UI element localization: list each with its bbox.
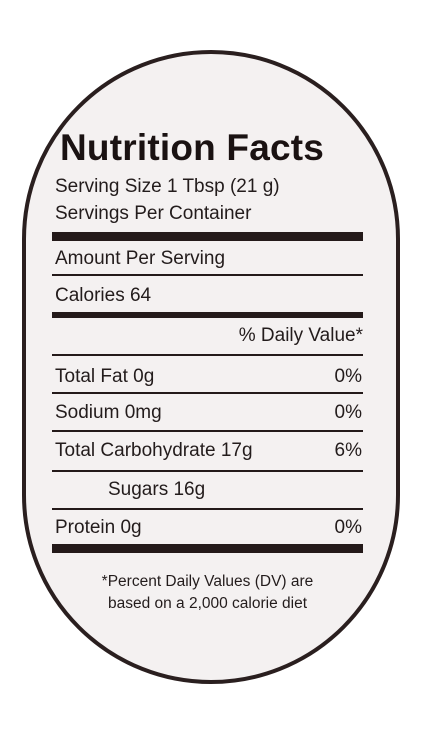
rule-medium [52, 312, 363, 318]
nutrient-row-protein: Protein 0g 0% [54, 515, 362, 541]
nutrient-daily-value: 6% [334, 440, 362, 461]
nutrient-name: Total Carbohydrate 17g [55, 440, 253, 461]
nutrient-daily-value: 0% [334, 366, 362, 387]
rule-thin [52, 274, 363, 276]
rule-thin [52, 430, 363, 432]
footnote-line-1: *Percent Daily Values (DV) are [101, 573, 314, 590]
nutrient-row-total-carbohydrate: Total Carbohydrate 17g 6% [54, 438, 362, 464]
nutrient-name: Sodium 0mg [55, 402, 162, 423]
rule-thin [52, 508, 363, 510]
footnote-line-2: based on a 2,000 calorie diet [107, 595, 308, 612]
amount-per-serving: Amount Per Serving [55, 248, 226, 269]
calories: Calories 64 [55, 285, 152, 306]
label-title: Nutrition Facts [60, 127, 325, 168]
nutrient-daily-value: 0% [334, 402, 362, 423]
nutrition-label-frame [22, 50, 400, 684]
nutrient-name: Total Fat 0g [55, 366, 155, 387]
rule-thick-bottom [52, 544, 363, 553]
rule-thin [52, 470, 363, 472]
daily-value-header: % Daily Value* [238, 325, 363, 346]
servings-per-container: Servings Per Container [55, 203, 252, 224]
footnote: *Percent Daily Values (DV) are based on … [52, 571, 363, 615]
nutrient-daily-value: 0% [334, 517, 362, 538]
nutrient-name: Protein 0g [55, 517, 142, 538]
nutrient-row-sugars: Sugars 16g [54, 477, 362, 503]
rule-thin [52, 354, 363, 356]
nutrient-name: Sugars 16g [108, 479, 206, 500]
nutrient-row-total-fat: Total Fat 0g 0% [54, 364, 362, 390]
rule-thick-top [52, 232, 363, 241]
rule-thin [52, 392, 363, 394]
nutrient-row-sodium: Sodium 0mg 0% [54, 400, 362, 426]
serving-size: Serving Size 1 Tbsp (21 g) [55, 176, 280, 197]
